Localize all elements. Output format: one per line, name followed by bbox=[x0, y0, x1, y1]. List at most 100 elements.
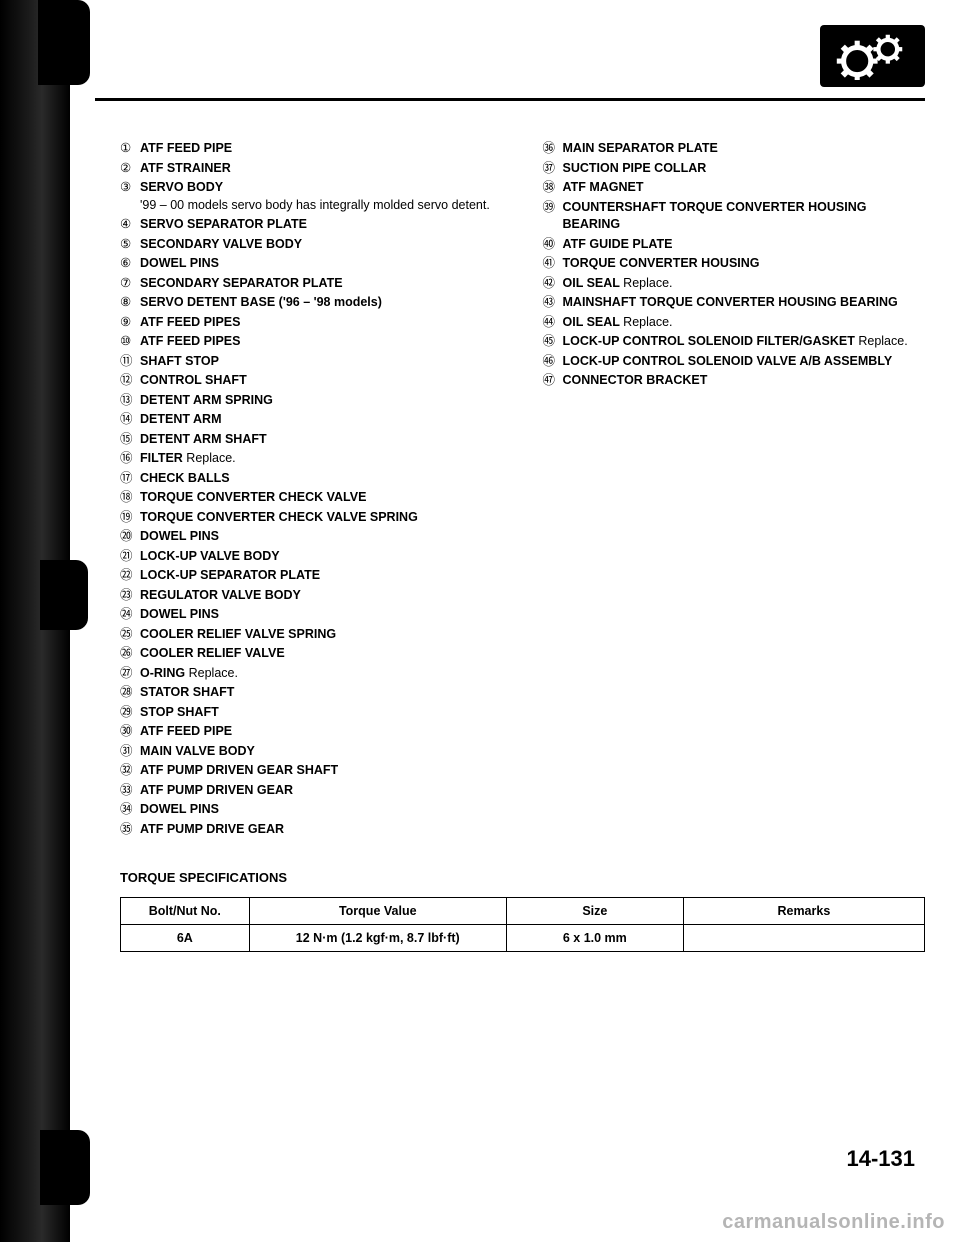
item-number: ⑪ bbox=[120, 353, 140, 371]
list-item: ㉔DOWEL PINS bbox=[120, 606, 503, 624]
page-number: 14-131 bbox=[846, 1146, 915, 1172]
list-item: ㉙STOP SHAFT bbox=[120, 704, 503, 722]
item-number: ㉓ bbox=[120, 587, 140, 605]
item-number: ③ bbox=[120, 179, 140, 197]
item-number: ㉖ bbox=[120, 645, 140, 663]
list-item: ㉕COOLER RELIEF VALVE SPRING bbox=[120, 626, 503, 644]
horizontal-rule bbox=[95, 98, 925, 101]
list-item: ㉒LOCK-UP SEPARATOR PLATE bbox=[120, 567, 503, 585]
item-number: ㊼ bbox=[543, 372, 563, 390]
list-item: ⑭DETENT ARM bbox=[120, 411, 503, 429]
item-text: LOCK-UP VALVE BODY bbox=[140, 548, 503, 566]
item-number: ㊱ bbox=[543, 140, 563, 158]
list-item: ㉚ATF FEED PIPE bbox=[120, 723, 503, 741]
item-text: ATF PUMP DRIVE GEAR bbox=[140, 821, 503, 839]
list-item: ㊶TORQUE CONVERTER HOUSING bbox=[543, 255, 926, 273]
item-text: SUCTION PIPE COLLAR bbox=[563, 160, 926, 178]
list-item: ㊵ATF GUIDE PLATE bbox=[543, 236, 926, 254]
list-item: ㉗O-RING Replace. bbox=[120, 665, 503, 683]
item-number: ⑲ bbox=[120, 509, 140, 527]
list-item: ㊴COUNTERSHAFT TORQUE CONVERTER HOUSING B… bbox=[543, 199, 926, 234]
list-item: ㉓REGULATOR VALVE BODY bbox=[120, 587, 503, 605]
item-text: CONNECTOR BRACKET bbox=[563, 372, 926, 390]
item-text: DOWEL PINS bbox=[140, 606, 503, 624]
td-remarks bbox=[683, 925, 924, 952]
table-header-row: Bolt/Nut No. Torque Value Size Remarks bbox=[121, 898, 925, 925]
item-text: TORQUE CONVERTER CHECK VALVE bbox=[140, 489, 503, 507]
th-remarks: Remarks bbox=[683, 898, 924, 925]
list-item: ㊲SUCTION PIPE COLLAR bbox=[543, 160, 926, 178]
list-item: ⑩ATF FEED PIPES bbox=[120, 333, 503, 351]
item-number: ㉟ bbox=[120, 821, 140, 839]
item-number: ㊸ bbox=[543, 294, 563, 312]
item-text: COOLER RELIEF VALVE SPRING bbox=[140, 626, 503, 644]
item-text: ATF MAGNET bbox=[563, 179, 926, 197]
item-text: DETENT ARM SPRING bbox=[140, 392, 503, 410]
parts-list-left: ①ATF FEED PIPE②ATF STRAINER③SERVO BODY'9… bbox=[120, 140, 503, 840]
item-text: REGULATOR VALVE BODY bbox=[140, 587, 503, 605]
list-item: ㊱MAIN SEPARATOR PLATE bbox=[543, 140, 926, 158]
item-text: OIL SEAL Replace. bbox=[563, 275, 926, 293]
item-text: TORQUE CONVERTER HOUSING bbox=[563, 255, 926, 273]
list-item: ⑦SECONDARY SEPARATOR PLATE bbox=[120, 275, 503, 293]
td-size: 6 x 1.0 mm bbox=[506, 925, 683, 952]
item-number: ② bbox=[120, 160, 140, 178]
list-item: ⑧SERVO DETENT BASE ('96 – '98 models) bbox=[120, 294, 503, 312]
item-text: ATF GUIDE PLATE bbox=[563, 236, 926, 254]
list-item: ㉖COOLER RELIEF VALVE bbox=[120, 645, 503, 663]
item-number: ⑧ bbox=[120, 294, 140, 312]
content-area: ①ATF FEED PIPE②ATF STRAINER③SERVO BODY'9… bbox=[120, 140, 925, 952]
item-text: LOCK-UP CONTROL SOLENOID VALVE A/B ASSEM… bbox=[563, 353, 926, 371]
item-text: DOWEL PINS bbox=[140, 255, 503, 273]
item-number: ㊻ bbox=[543, 353, 563, 371]
list-item: ⑱TORQUE CONVERTER CHECK VALVE bbox=[120, 489, 503, 507]
item-number: ㉛ bbox=[120, 743, 140, 761]
item-number: ⑯ bbox=[120, 450, 140, 468]
item-text: MAIN VALVE BODY bbox=[140, 743, 503, 761]
item-number: ⑨ bbox=[120, 314, 140, 332]
item-number: ⑥ bbox=[120, 255, 140, 273]
item-number: ㉚ bbox=[120, 723, 140, 741]
list-item: ④SERVO SEPARATOR PLATE bbox=[120, 216, 503, 234]
item-number: ㉗ bbox=[120, 665, 140, 683]
td-bolt-no: 6A bbox=[121, 925, 250, 952]
list-item: ㊳ATF MAGNET bbox=[543, 179, 926, 197]
item-number: ㊺ bbox=[543, 333, 563, 351]
list-item: ⑥DOWEL PINS bbox=[120, 255, 503, 273]
item-text: SERVO BODY'99 – 00 models servo body has… bbox=[140, 179, 503, 214]
list-item: ㊹OIL SEAL Replace. bbox=[543, 314, 926, 332]
item-text: CONTROL SHAFT bbox=[140, 372, 503, 390]
torque-spec-title: TORQUE SPECIFICATIONS bbox=[120, 870, 925, 885]
item-text: DETENT ARM bbox=[140, 411, 503, 429]
item-text: SERVO SEPARATOR PLATE bbox=[140, 216, 503, 234]
item-number: ㊲ bbox=[543, 160, 563, 178]
list-item: ⑪SHAFT STOP bbox=[120, 353, 503, 371]
list-item: ㊼CONNECTOR BRACKET bbox=[543, 372, 926, 390]
gear-logo bbox=[820, 25, 925, 87]
list-item: ⑤SECONDARY VALVE BODY bbox=[120, 236, 503, 254]
list-item: ⑰CHECK BALLS bbox=[120, 470, 503, 488]
item-number: ④ bbox=[120, 216, 140, 234]
item-text: ATF PUMP DRIVEN GEAR bbox=[140, 782, 503, 800]
item-text: ATF FEED PIPE bbox=[140, 140, 503, 158]
item-number: ⑱ bbox=[120, 489, 140, 507]
item-text: MAIN SEPARATOR PLATE bbox=[563, 140, 926, 158]
item-number: ⑦ bbox=[120, 275, 140, 293]
list-item: ㉞DOWEL PINS bbox=[120, 801, 503, 819]
item-text: SHAFT STOP bbox=[140, 353, 503, 371]
item-text: ATF FEED PIPES bbox=[140, 333, 503, 351]
list-item: ⑲TORQUE CONVERTER CHECK VALVE SPRING bbox=[120, 509, 503, 527]
list-item: ⑫CONTROL SHAFT bbox=[120, 372, 503, 390]
item-text: STATOR SHAFT bbox=[140, 684, 503, 702]
page: ①ATF FEED PIPE②ATF STRAINER③SERVO BODY'9… bbox=[0, 0, 960, 1242]
item-number: ⑮ bbox=[120, 431, 140, 449]
item-number: ㉜ bbox=[120, 762, 140, 780]
item-text: ATF FEED PIPE bbox=[140, 723, 503, 741]
list-item: ㉟ATF PUMP DRIVE GEAR bbox=[120, 821, 503, 839]
item-text: ATF FEED PIPES bbox=[140, 314, 503, 332]
th-size: Size bbox=[506, 898, 683, 925]
item-text: SECONDARY VALVE BODY bbox=[140, 236, 503, 254]
list-item: ②ATF STRAINER bbox=[120, 160, 503, 178]
item-text: DETENT ARM SHAFT bbox=[140, 431, 503, 449]
item-text: ATF PUMP DRIVEN GEAR SHAFT bbox=[140, 762, 503, 780]
